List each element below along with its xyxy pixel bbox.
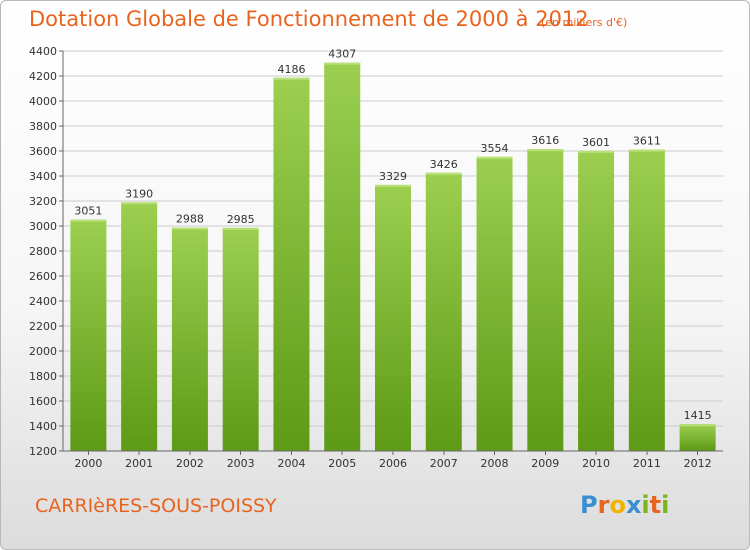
x-tick-label: 2009 [531, 457, 559, 470]
y-tick-label: 4200 [29, 70, 57, 83]
bar-highlight [171, 227, 208, 230]
y-tick-label: 2400 [29, 295, 57, 308]
bar-highlight [273, 77, 310, 80]
bar-highlight [375, 184, 411, 187]
x-tick-label: 2011 [633, 457, 661, 470]
x-tick-label: 2003 [227, 457, 255, 470]
x-tick-label: 2010 [582, 457, 610, 470]
bar-highlight [679, 424, 716, 427]
value-label: 3051 [74, 205, 102, 218]
value-label: 1415 [684, 409, 712, 422]
y-tick-label: 1400 [29, 420, 57, 433]
bar-2003 [222, 227, 259, 451]
bar-highlight [70, 219, 107, 222]
bar-2011 [628, 149, 665, 451]
bar-2012 [679, 424, 716, 451]
x-tick-label: 2012 [684, 457, 712, 470]
y-tick-label: 3800 [29, 120, 57, 133]
bar-highlight [578, 150, 615, 153]
y-tick-label: 1600 [29, 395, 57, 408]
logo-letter: x [625, 491, 642, 519]
bar-highlight [222, 227, 259, 230]
proxiti-logo: Proxiti [580, 491, 669, 519]
bar-2000 [70, 219, 107, 451]
x-tick-label: 2001 [125, 457, 153, 470]
y-tick-label: 3000 [29, 220, 57, 233]
y-tick-label: 3600 [29, 145, 57, 158]
commune-name: CARRIèRES-SOUS-POISSY [35, 495, 277, 517]
y-tick-label: 3200 [29, 195, 57, 208]
bar-2010 [578, 150, 615, 451]
bar-highlight [628, 149, 665, 152]
logo-letter: o [609, 491, 626, 519]
y-tick-label: 2200 [29, 320, 57, 333]
bar-2005 [324, 62, 361, 451]
bar-highlight [121, 202, 158, 205]
value-label: 4186 [277, 63, 305, 76]
bar-2006 [375, 184, 411, 451]
y-tick-label: 4000 [29, 95, 57, 108]
bar-2009 [527, 149, 564, 451]
y-tick-label: 2800 [29, 245, 57, 258]
chart-unit: (en milliers d'€) [541, 16, 628, 29]
logo-letter: P [580, 491, 598, 519]
y-tick-label: 3400 [29, 170, 57, 183]
bar-highlight [425, 172, 462, 175]
bar-2008 [476, 156, 513, 451]
value-label: 2985 [227, 213, 255, 226]
tick-labels: 1200 1400 1600 1800 2000 2200 2400 2600 2800 3000… [29, 45, 712, 470]
x-tick-label: 2008 [481, 457, 509, 470]
x-tick-label: 2004 [277, 457, 305, 470]
logo-letter: r [597, 491, 610, 519]
bar-highlight [527, 149, 564, 151]
value-label: 3190 [125, 187, 153, 200]
value-label: 3329 [379, 170, 407, 183]
bar-2001 [121, 202, 158, 451]
bar-highlight [324, 62, 361, 65]
value-label: 3611 [633, 135, 661, 148]
logo-letter: t [649, 491, 662, 519]
axes [59, 50, 723, 455]
bar-highlight [476, 156, 513, 159]
bars [70, 62, 716, 451]
bar-2007 [425, 172, 462, 451]
x-tick-label: 2006 [379, 457, 407, 470]
y-tick-label: 2600 [29, 270, 57, 283]
chart-title: Dotation Globale de Fonctionnement de 20… [29, 7, 589, 31]
x-tick-label: 2000 [74, 457, 102, 470]
value-label: 2988 [176, 213, 204, 226]
value-label: 3616 [531, 134, 559, 147]
logo-letter: i [661, 491, 670, 519]
x-tick-label: 2002 [176, 457, 204, 470]
x-tick-label: 2007 [430, 457, 458, 470]
bar-2004 [273, 77, 310, 451]
y-tick-label: 2000 [29, 345, 57, 358]
logo-letter: i [641, 491, 650, 519]
y-tick-label: 4400 [29, 45, 57, 58]
value-label: 3601 [582, 136, 610, 149]
y-tick-label: 1200 [29, 445, 57, 458]
y-tick-label: 1800 [29, 370, 57, 383]
value-label: 3554 [481, 142, 509, 155]
value-label: 4307 [328, 48, 356, 61]
bar-2002 [171, 227, 208, 451]
x-tick-label: 2005 [328, 457, 356, 470]
value-label: 3426 [430, 158, 458, 171]
